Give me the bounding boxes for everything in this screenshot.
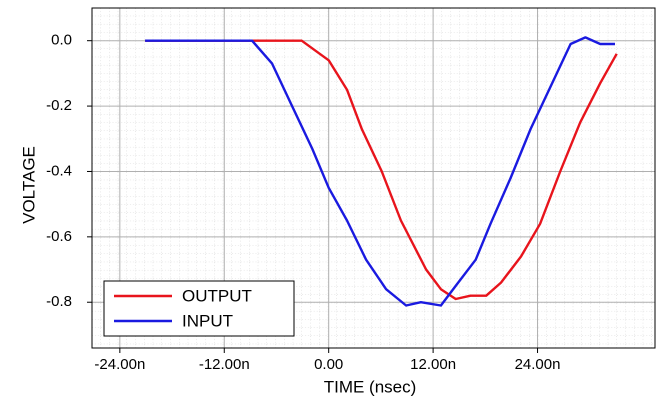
plot-frame bbox=[91, 7, 656, 349]
y-tick-label: -0.6 bbox=[46, 228, 72, 245]
x-tick-label: -24.00n bbox=[94, 356, 145, 373]
y-tick-label: -0.2 bbox=[46, 97, 72, 114]
y-tick-label: 0.0 bbox=[51, 32, 72, 49]
series-line bbox=[145, 39, 618, 301]
legend-label: OUTPUT bbox=[182, 286, 252, 305]
y-tick-label: -0.4 bbox=[46, 162, 72, 179]
x-tick-label: -12.00n bbox=[199, 356, 250, 373]
legend-box bbox=[103, 280, 295, 337]
y-axis-label: VOLTAGE bbox=[19, 146, 38, 224]
x-tick-label: 0.00 bbox=[314, 356, 343, 373]
series-line bbox=[145, 36, 615, 307]
x-axis-label: TIME (nsec) bbox=[324, 377, 417, 396]
x-tick-label: 12.00n bbox=[410, 356, 456, 373]
x-tick-label: 24.00n bbox=[515, 356, 561, 373]
legend-label: INPUT bbox=[182, 311, 233, 330]
y-tick-label: -0.8 bbox=[46, 293, 72, 310]
